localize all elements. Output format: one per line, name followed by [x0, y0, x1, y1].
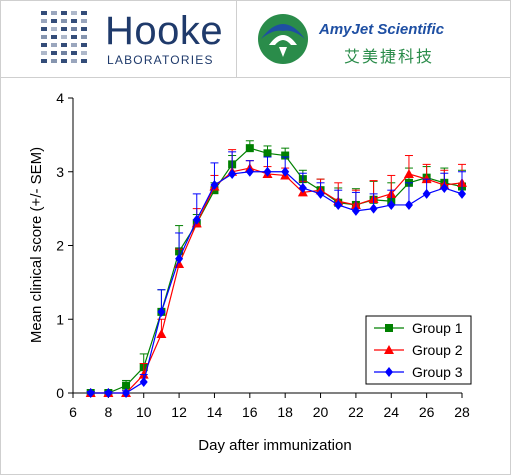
group-3-point	[210, 180, 219, 191]
x-tick-label: 28	[454, 404, 470, 420]
group-2-point	[403, 168, 414, 178]
y-tick-label: 2	[56, 238, 64, 254]
x-tick-label: 12	[171, 404, 187, 420]
x-tick-label: 26	[419, 404, 435, 420]
legend-group-3-swatch-marker	[385, 367, 393, 377]
y-tick-label: 3	[56, 164, 64, 180]
group-3-point	[422, 188, 431, 199]
group-3-point	[228, 168, 237, 179]
hooke-logo-mark	[41, 11, 87, 63]
hooke-wordmark: Hooke	[105, 9, 224, 53]
group-2-line	[90, 167, 463, 394]
x-tick-label: 8	[104, 404, 112, 420]
x-tick-label: 18	[277, 404, 293, 420]
legend-group-2-label: Group 2	[412, 342, 463, 358]
amyjet-wordmark: AmyJet Scientific	[319, 21, 445, 38]
group-3-point	[316, 188, 325, 199]
y-tick-label: 1	[56, 311, 64, 327]
x-tick-label: 16	[242, 404, 258, 420]
group-1-point	[263, 149, 272, 158]
y-axis-title: Mean clinical score (+/- SEM)	[28, 147, 45, 343]
group-3-point	[369, 203, 378, 214]
amyjet-logo-mark	[258, 14, 308, 64]
x-tick-label: 24	[383, 404, 399, 420]
logo-header: Hooke LABORATORIES AmyJet Scientific 艾美捷…	[1, 1, 510, 78]
hooke-subtitle: LABORATORIES	[107, 53, 214, 67]
group-3-point	[104, 388, 113, 398]
group-3-point	[334, 199, 343, 210]
group-3-point	[122, 388, 131, 398]
legend-group-1-swatch-marker	[385, 324, 393, 332]
group-3-point	[245, 166, 254, 177]
group-3-point	[192, 214, 201, 225]
y-tick-label: 0	[56, 385, 64, 401]
x-axis-title: Day after immunization	[198, 437, 351, 454]
amyjet-chinese-name: 艾美捷科技	[344, 49, 435, 66]
group-3-point	[281, 166, 290, 177]
x-tick-label: 22	[348, 404, 364, 420]
group-1-point	[122, 381, 131, 390]
legend-group-3-label: Group 3	[412, 364, 463, 380]
group-2-point	[156, 329, 167, 338]
legend-group-1-label: Group 1	[412, 320, 463, 336]
group-3-point	[387, 199, 396, 210]
group-3-point	[404, 199, 413, 210]
group-1-point	[281, 151, 290, 160]
group-3-point	[351, 205, 360, 216]
legend-group-2-swatch-marker	[384, 345, 394, 354]
y-tick-label: 4	[56, 90, 64, 106]
header-divider	[236, 1, 237, 77]
group-3-point	[440, 182, 449, 193]
group-3-point	[157, 306, 166, 317]
group-3-point	[298, 182, 307, 193]
x-tick-label: 10	[136, 404, 152, 420]
group-3-line	[90, 171, 463, 394]
group-3-point	[86, 388, 95, 398]
group-1-line	[90, 147, 463, 394]
x-tick-label: 6	[69, 404, 77, 420]
x-tick-label: 20	[313, 404, 329, 420]
x-tick-label: 14	[207, 404, 223, 420]
group-1-point	[245, 144, 254, 153]
group-3-point	[175, 253, 184, 264]
group-3-point	[139, 376, 148, 387]
group-3-point	[458, 188, 466, 199]
group-3-point	[263, 166, 272, 177]
